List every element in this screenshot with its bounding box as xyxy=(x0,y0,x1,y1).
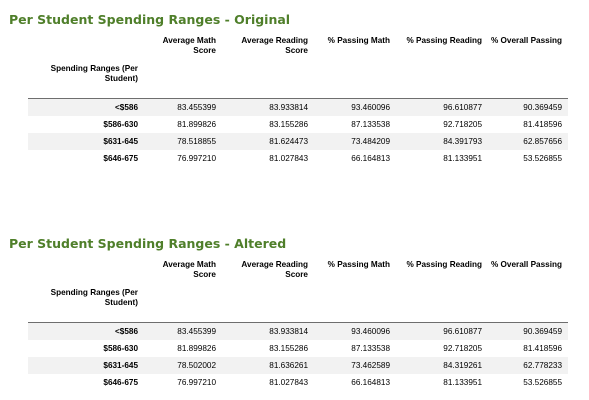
column-header: Average Math Score xyxy=(162,36,216,55)
table-cell: 83.933814 xyxy=(222,322,314,340)
column-header: % Overall Passing xyxy=(491,260,562,269)
table-row: $646-675 76.997210 81.027843 66.164813 8… xyxy=(28,374,568,391)
column-header: % Passing Math xyxy=(327,260,390,269)
row-label: $631-645 xyxy=(103,361,138,370)
table-row: $586-630 81.899826 83.155286 87.133538 9… xyxy=(28,340,568,357)
corner-cell xyxy=(28,36,140,64)
table-cell: 81.133951 xyxy=(443,154,482,163)
section-title: Per Student Spending Ranges - Original xyxy=(9,12,291,27)
table-cell: 76.997210 xyxy=(177,378,216,387)
row-label: $586-630 xyxy=(103,120,138,129)
column-header: Average Reading Score xyxy=(241,36,308,55)
table-cell: 83.455399 xyxy=(140,98,222,116)
table-cell: 83.933814 xyxy=(222,98,314,116)
corner-cell xyxy=(28,260,140,288)
table-cell: 81.899826 xyxy=(177,120,216,129)
table-cell: 84.319261 xyxy=(443,361,482,370)
index-name: Spending Ranges (Per Student) xyxy=(50,64,138,83)
table-cell: 81.418596 xyxy=(523,120,562,129)
table-cell: 92.718205 xyxy=(443,344,482,353)
table-cell: 83.155286 xyxy=(269,120,308,129)
table-cell: 96.610877 xyxy=(396,322,488,340)
table-cell: 53.526855 xyxy=(523,154,562,163)
data-table: Average Math Score Average Reading Score… xyxy=(28,36,568,167)
table-cell: 81.027843 xyxy=(269,154,308,163)
column-header: % Passing Reading xyxy=(406,260,482,269)
table-cell: 87.133538 xyxy=(351,344,390,353)
table-cell: 84.391793 xyxy=(443,137,482,146)
table-cell: 81.624473 xyxy=(269,137,308,146)
table-cell: 90.369459 xyxy=(488,98,568,116)
table-cell: 92.718205 xyxy=(443,120,482,129)
table-cell: 53.526855 xyxy=(523,378,562,387)
table-cell: 66.164813 xyxy=(351,154,390,163)
table-row: <$586 83.455399 83.933814 93.460096 96.6… xyxy=(28,98,568,116)
table-row: $646-675 76.997210 81.027843 66.164813 8… xyxy=(28,150,568,167)
table-cell: 62.857656 xyxy=(523,137,562,146)
table-cell: 73.484209 xyxy=(351,137,390,146)
section-title: Per Student Spending Ranges - Altered xyxy=(9,236,287,251)
column-header: Average Math Score xyxy=(162,260,216,279)
row-label: <$586 xyxy=(28,322,140,340)
column-header: % Passing Math xyxy=(327,36,390,45)
table-cell: 83.155286 xyxy=(269,344,308,353)
table-cell: 81.133951 xyxy=(443,378,482,387)
table-cell: 78.502002 xyxy=(177,361,216,370)
table-row: <$586 83.455399 83.933814 93.460096 96.6… xyxy=(28,322,568,340)
column-header: % Passing Reading xyxy=(406,36,482,45)
table-cell: 76.997210 xyxy=(177,154,216,163)
table-cell: 73.462589 xyxy=(351,361,390,370)
table-cell: 81.027843 xyxy=(269,378,308,387)
column-header: % Overall Passing xyxy=(491,36,562,45)
table-cell: 78.518855 xyxy=(177,137,216,146)
table-cell: 90.369459 xyxy=(488,322,568,340)
table-cell: 66.164813 xyxy=(351,378,390,387)
table-cell: 81.899826 xyxy=(177,344,216,353)
row-label: <$586 xyxy=(28,98,140,116)
table-cell: 81.418596 xyxy=(523,344,562,353)
table-row: $631-645 78.502002 81.636261 73.462589 8… xyxy=(28,357,568,374)
table-cell: 93.460096 xyxy=(314,322,396,340)
index-name: Spending Ranges (Per Student) xyxy=(50,288,138,307)
row-label: $646-675 xyxy=(103,378,138,387)
table-cell: 87.133538 xyxy=(351,120,390,129)
table-row: $586-630 81.899826 83.155286 87.133538 9… xyxy=(28,116,568,133)
table-cell: 81.636261 xyxy=(269,361,308,370)
table-cell: 83.455399 xyxy=(140,322,222,340)
data-table: Average Math Score Average Reading Score… xyxy=(28,260,568,391)
row-label: $586-630 xyxy=(103,344,138,353)
row-label: $631-645 xyxy=(103,137,138,146)
column-header: Average Reading Score xyxy=(241,260,308,279)
table-row: $631-645 78.518855 81.624473 73.484209 8… xyxy=(28,133,568,150)
table-cell: 96.610877 xyxy=(396,98,488,116)
row-label: $646-675 xyxy=(103,154,138,163)
table-cell: 62.778233 xyxy=(523,361,562,370)
table-cell: 93.460096 xyxy=(314,98,396,116)
